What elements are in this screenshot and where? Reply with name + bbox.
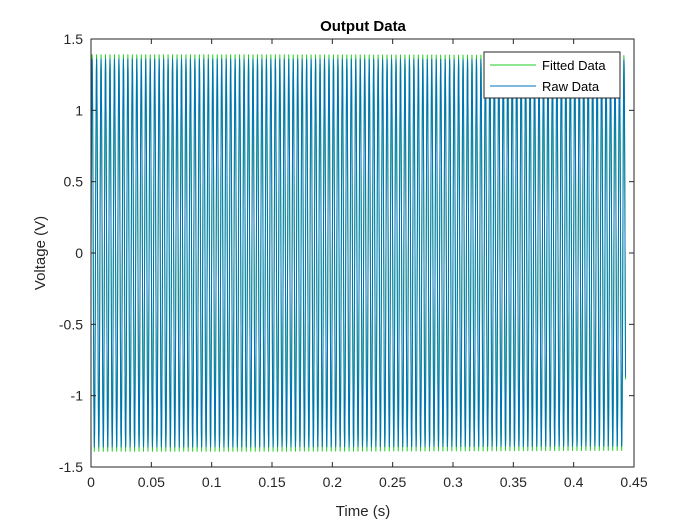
x-tick-label: 0.2 — [323, 474, 343, 490]
y-tick-label: -1 — [71, 388, 84, 404]
x-tick-label: 0.45 — [620, 474, 647, 490]
y-tick-label: 0 — [75, 245, 83, 261]
x-tick-label: 0 — [87, 474, 95, 490]
legend — [483, 51, 621, 99]
x-tick-label: 0.35 — [500, 474, 527, 490]
legend-label: Fitted Data — [542, 58, 606, 73]
x-tick-label: 0.15 — [258, 474, 285, 490]
x-tick-label: 0.4 — [564, 474, 584, 490]
series-line-raw-data — [90, 58, 627, 448]
legend-label: Raw Data — [542, 79, 600, 94]
y-tick-label: 1.5 — [64, 31, 84, 47]
y-tick-label: 0.5 — [64, 174, 84, 190]
x-axis-label: Time (s) — [336, 503, 390, 520]
x-tick-label: 0.25 — [379, 474, 406, 490]
chart-title: Output Data — [320, 18, 406, 35]
y-axis-label: Voltage (V) — [32, 216, 49, 290]
y-tick-label: -0.5 — [59, 316, 83, 332]
plot-area — [91, 39, 634, 467]
y-tick-label: 1 — [75, 102, 83, 118]
x-tick-label: 0.05 — [138, 474, 165, 490]
x-tick-label: 0.1 — [202, 474, 222, 490]
y-tick-label: -1.5 — [59, 459, 83, 475]
x-tick-label: 0.3 — [443, 474, 463, 490]
